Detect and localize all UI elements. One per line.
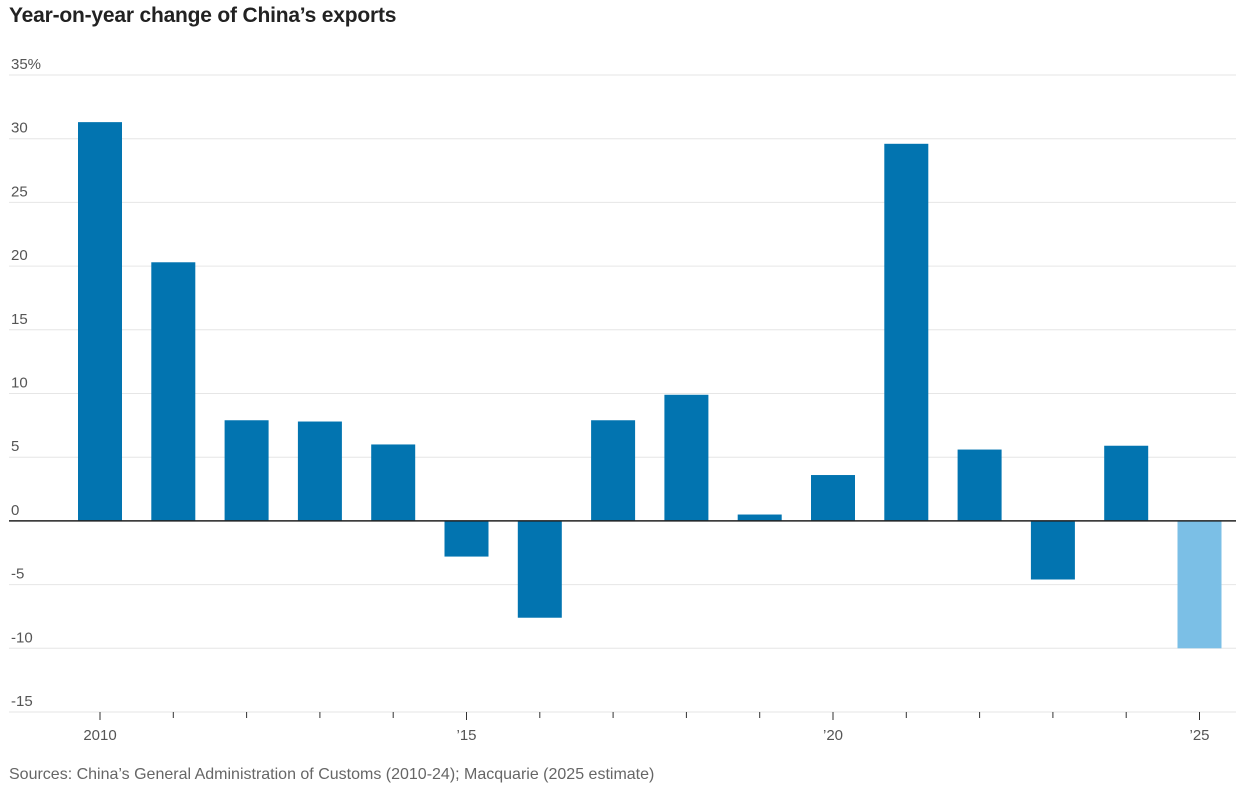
y-tick-label: 15 (11, 311, 28, 328)
bar (444, 520, 489, 557)
gridlines (9, 74, 1236, 713)
bar (957, 449, 1002, 521)
bar (1177, 520, 1222, 649)
bar (737, 514, 782, 521)
bar (297, 421, 342, 521)
bar (664, 394, 709, 521)
bar (811, 475, 855, 521)
bar (591, 420, 636, 521)
bar (78, 122, 122, 521)
y-tick-label: -10 (11, 629, 33, 646)
y-tick-label: -5 (11, 566, 24, 583)
bar (1030, 520, 1075, 580)
y-tick-label: 30 (11, 120, 28, 137)
x-tick-label: ’15 (456, 727, 476, 744)
y-tick-label: 35% (11, 56, 41, 73)
bars (78, 122, 1222, 649)
bar (151, 262, 196, 521)
y-tick-label: -15 (11, 693, 33, 710)
bar (1104, 445, 1149, 521)
bar (371, 444, 416, 521)
x-axis-ticks: 2010 ’15 ’20 ’25 (83, 712, 1210, 744)
source-note: Sources: China’s General Administration … (9, 766, 655, 783)
bar (224, 420, 269, 521)
y-tick-label: 20 (11, 247, 28, 264)
y-tick-label: 10 (11, 375, 28, 392)
y-tick-label: 25 (11, 183, 28, 200)
chart-title: Year-on-year change of China’s exports (9, 4, 397, 27)
bar (884, 143, 929, 521)
y-tick-label: 0 (11, 502, 19, 519)
x-tick-label: 2010 (83, 727, 116, 744)
y-tick-label: 5 (11, 438, 19, 455)
x-tick-label: ’20 (823, 727, 843, 744)
bar (517, 520, 562, 618)
y-axis-ticks: 35% 30 25 20 15 10 5 0 -5 -10 -15 (11, 56, 41, 710)
x-tick-label: ’25 (1189, 727, 1209, 744)
